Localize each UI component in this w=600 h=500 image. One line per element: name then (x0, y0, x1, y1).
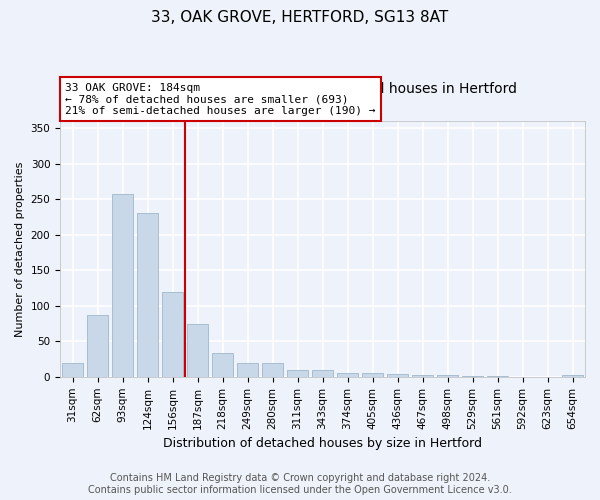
Bar (87, 315, 108, 377)
Bar (337, 374, 358, 377)
Title: Size of property relative to detached houses in Hertford: Size of property relative to detached ho… (128, 82, 517, 96)
Bar (362, 374, 383, 377)
Bar (212, 354, 233, 377)
Text: 33 OAK GROVE: 184sqm
← 78% of detached houses are smaller (693)
21% of semi-deta: 33 OAK GROVE: 184sqm ← 78% of detached h… (65, 82, 376, 116)
Text: 33, OAK GROVE, HERTFORD, SG13 8AT: 33, OAK GROVE, HERTFORD, SG13 8AT (151, 10, 449, 25)
Bar (62, 362, 83, 377)
Bar (237, 362, 258, 377)
Bar (187, 324, 208, 377)
Bar (287, 370, 308, 377)
Bar (387, 374, 408, 377)
Bar (312, 370, 333, 377)
Bar (487, 376, 508, 377)
Bar (462, 376, 483, 377)
Bar (412, 374, 433, 377)
Y-axis label: Number of detached properties: Number of detached properties (15, 161, 25, 336)
Bar (562, 374, 583, 377)
Bar (137, 214, 158, 377)
Text: Contains HM Land Registry data © Crown copyright and database right 2024.
Contai: Contains HM Land Registry data © Crown c… (88, 474, 512, 495)
Bar (437, 376, 458, 377)
Bar (162, 292, 183, 377)
Bar (112, 194, 133, 377)
Bar (262, 362, 283, 377)
X-axis label: Distribution of detached houses by size in Hertford: Distribution of detached houses by size … (163, 437, 482, 450)
